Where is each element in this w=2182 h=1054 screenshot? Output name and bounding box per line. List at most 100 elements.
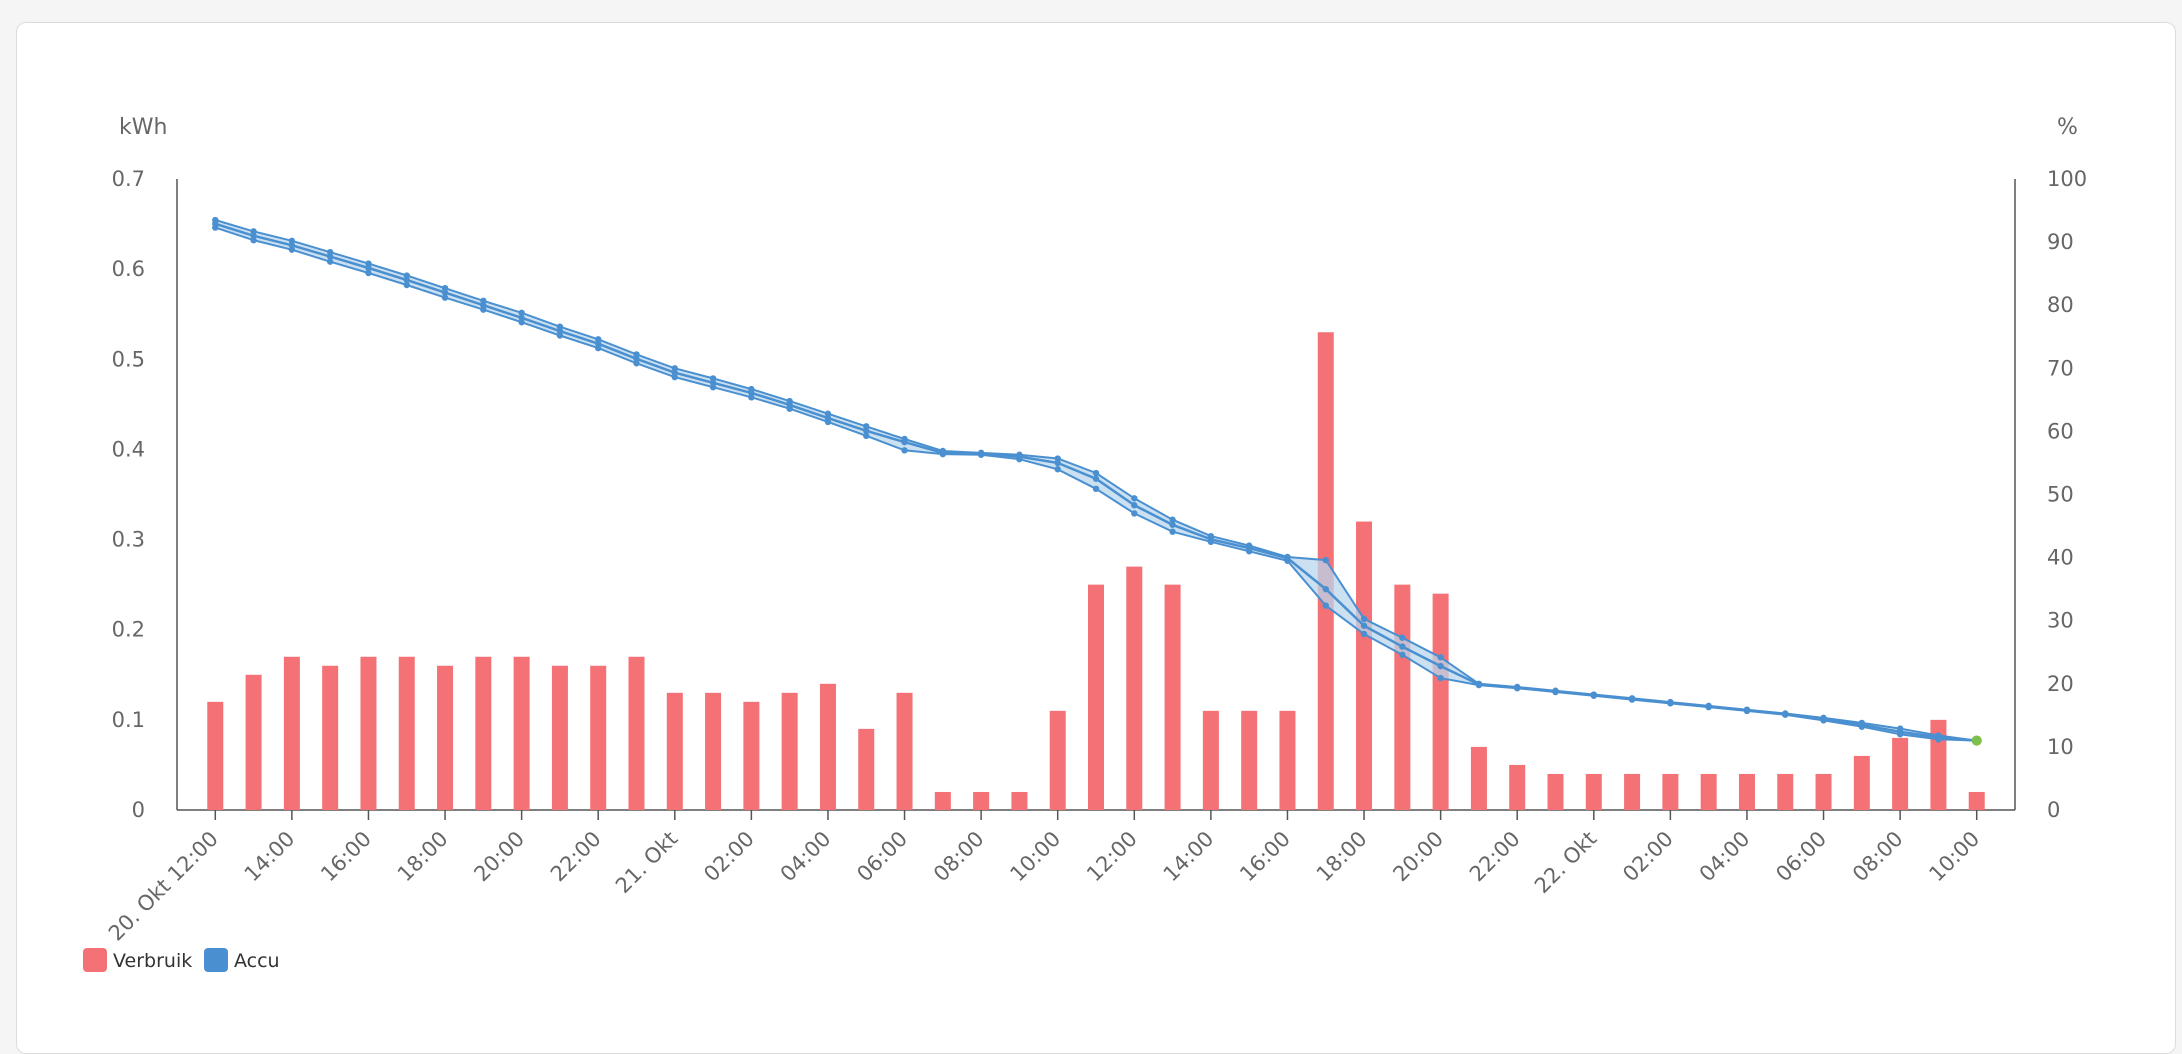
accu-high-point: [326, 248, 334, 256]
x-tick-label: 14:00: [1159, 827, 1219, 887]
verbruik-bar: [1394, 584, 1411, 810]
accu-mid-point: [326, 253, 334, 260]
right-tick-label: 0: [2047, 798, 2060, 822]
left-tick-label: 0: [132, 798, 145, 822]
right-tick-label: 10: [2047, 735, 2074, 759]
accu-low-point: [1935, 736, 1942, 743]
verbruik-bar: [896, 692, 913, 810]
accu-low-point: [1705, 703, 1712, 711]
accu-low-point: [288, 246, 296, 253]
accu-low-point: [977, 451, 985, 458]
verbruik-bar: [705, 692, 722, 810]
verbruik-bar: [1202, 710, 1219, 810]
accu-mid-point: [556, 327, 564, 335]
accu-high-point: [1054, 455, 1061, 462]
accu-high-point: [709, 375, 717, 382]
verbruik-bar: [1585, 773, 1602, 810]
x-tick-label: 14:00: [240, 827, 300, 887]
verbruik-bar: [1968, 791, 1985, 810]
verbruik-bar: [1930, 719, 1947, 810]
legend-swatch-verbruik: [83, 948, 107, 972]
x-tick-label: 20:00: [1388, 827, 1448, 887]
energy-chart: kWh % 0 0.1 0.2 0.3 0.4 0.5 0.6 0.7 0 10 20 30 40 50…: [83, 115, 2087, 972]
accu-low-point: [1896, 731, 1904, 738]
x-tick-label: 21. Okt: [611, 827, 682, 898]
accu-mid-point: [1131, 502, 1138, 509]
accu-low-point: [250, 237, 257, 244]
accu-high-point: [671, 365, 678, 372]
x-tick-label: 22:00: [1465, 827, 1525, 887]
accu-low-point: [1092, 485, 1100, 493]
verbruik-bar: [1356, 521, 1373, 810]
right-tick-label: 50: [2047, 483, 2074, 507]
accu-low-point: [212, 224, 219, 231]
x-tick-label: 06:00: [1771, 827, 1831, 887]
accu-mid-point: [480, 302, 487, 309]
accu-mid-point: [1054, 459, 1061, 467]
accu-low-point: [1667, 700, 1674, 707]
x-tick-label: 06:00: [852, 827, 912, 887]
verbruik-bar: [283, 656, 300, 810]
accu-high-point: [403, 272, 410, 279]
left-tick-label: 0.7: [112, 167, 145, 191]
right-tick-label: 60: [2047, 419, 2074, 443]
accu-low-point: [1437, 674, 1444, 682]
accu-mid-point: [250, 232, 257, 239]
accu-low-point: [824, 418, 832, 426]
accu-low-point: [1590, 692, 1597, 699]
accu-mid-point: [441, 289, 449, 296]
accu-low-point: [1245, 548, 1253, 555]
verbruik-bar: [743, 701, 760, 810]
verbruik-bar: [398, 656, 415, 810]
accu-mid-point: [1360, 622, 1368, 629]
right-tick-label: 40: [2047, 546, 2074, 570]
accu-low-point: [1820, 717, 1827, 724]
verbruik-bar: [1049, 710, 1066, 810]
accu-low-point: [365, 269, 372, 277]
x-tick-label: 12:00: [1082, 827, 1142, 887]
accu-low-point: [1782, 711, 1789, 718]
verbruik-bar: [973, 791, 990, 810]
accu-mid-point: [518, 314, 525, 322]
verbruik-bar: [1815, 773, 1832, 810]
accu-high-point: [595, 336, 602, 343]
accu-high-point: [288, 237, 296, 245]
x-tick-label: 20:00: [469, 827, 529, 887]
verbruik-bar: [207, 701, 224, 810]
x-tick-label: 18:00: [393, 827, 453, 887]
verbruik-bar: [1700, 773, 1717, 810]
accu-low-point: [1054, 466, 1061, 473]
x-tick-label: 08:00: [929, 827, 989, 887]
accu-low-point: [671, 373, 678, 381]
accu-high-point: [365, 260, 372, 267]
right-tick-label: 100: [2047, 167, 2087, 191]
legend-item-verbruik[interactable]: Verbruik: [83, 948, 192, 972]
left-tick-label: 0.6: [112, 257, 145, 281]
accu-low-point: [1971, 735, 1982, 746]
accu-high-point: [1399, 634, 1406, 641]
legend-swatch-accu: [204, 948, 228, 972]
verbruik-bar: [245, 674, 262, 810]
verbruik-bar: [1547, 773, 1564, 810]
legend-item-accu[interactable]: Accu: [204, 948, 280, 972]
verbruik-bar: [819, 683, 836, 810]
verbruik-bar: [858, 728, 875, 810]
x-tick-label: 22:00: [546, 827, 606, 887]
accu-low-point: [1858, 723, 1866, 730]
right-tick-label: 30: [2047, 609, 2074, 633]
verbruik-bars: [207, 332, 1985, 810]
verbruik-bar: [1088, 584, 1104, 810]
verbruik-bar: [1432, 593, 1449, 810]
verbruik-bar: [1164, 584, 1181, 810]
accu-high-point: [441, 284, 449, 292]
x-tick-label: 10:00: [1924, 827, 1984, 887]
verbruik-bar: [934, 791, 951, 810]
accu-high-point: [863, 423, 870, 430]
verbruik-bar: [628, 656, 645, 810]
accu-low-point: [1743, 707, 1751, 715]
accu-low-point: [1016, 455, 1023, 463]
accu-low-point: [1628, 696, 1636, 703]
verbruik-bar: [1892, 737, 1909, 810]
verbruik-bar: [1509, 764, 1526, 810]
verbruik-bar: [590, 665, 607, 810]
